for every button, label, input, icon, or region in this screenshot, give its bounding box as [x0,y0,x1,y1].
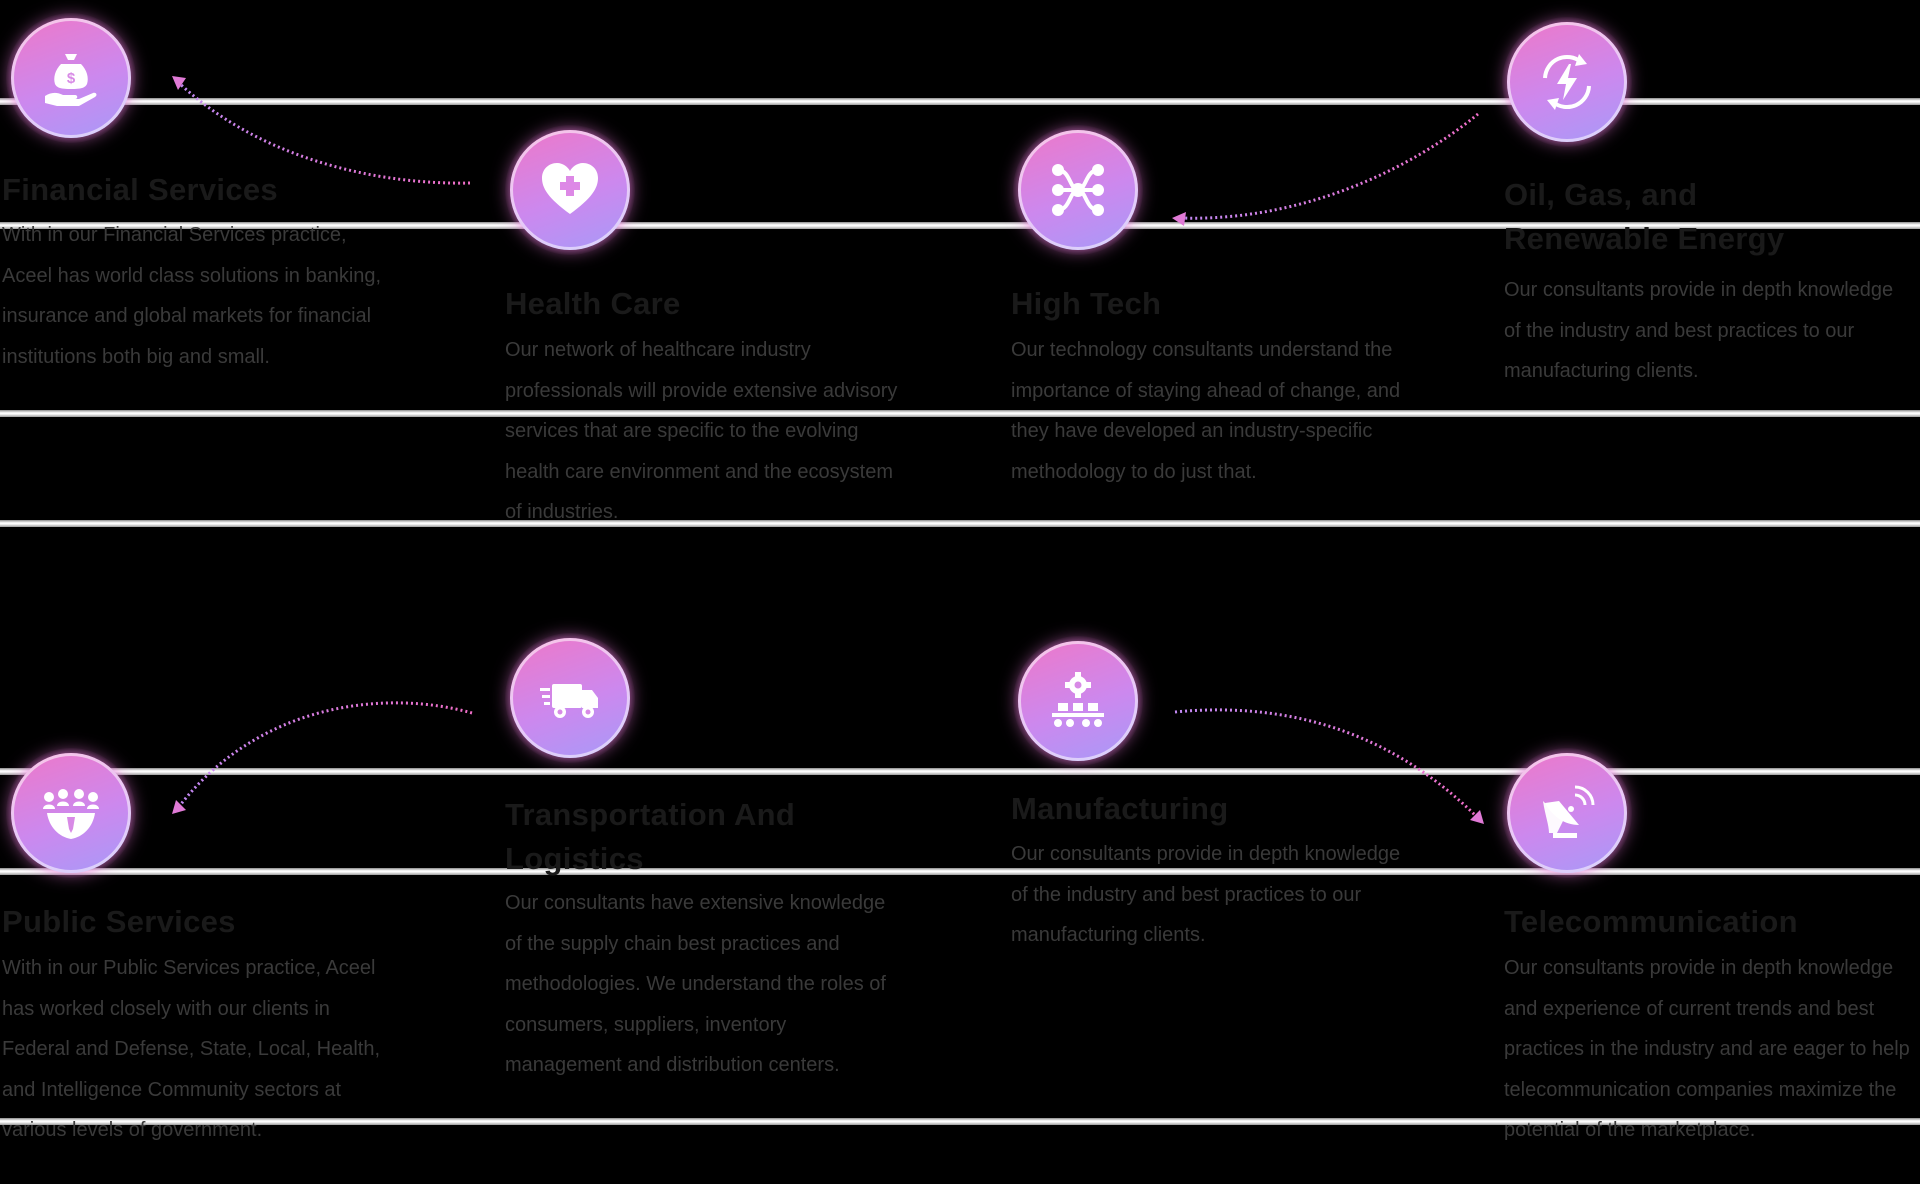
svg-text:$: $ [67,70,76,87]
arrow-oil-hightech [1179,112,1479,220]
network-nodes-icon [1052,164,1104,216]
row-divider [0,222,1920,229]
card-icon-financial: $ [6,13,136,143]
card-icon-energy [1502,17,1632,147]
row-divider [0,1118,1920,1125]
card-icon-hightech [1013,125,1143,255]
card-title: Oil, Gas, and Renewable Energy [1504,177,1785,256]
card-title: Health Care [505,286,681,321]
card-icon-transport [505,633,635,763]
card-title: Public Services [2,904,236,939]
money-bag-hand-icon: $ [45,54,97,106]
card-description: Our consultants provide in depth knowled… [1504,279,1894,382]
card-description: With in our Financial Services practice,… [2,224,382,368]
card-icon-health [505,125,635,255]
card-title: High Tech [1011,286,1162,321]
card-description: Our network of healthcare industry profe… [505,339,898,523]
arrow-transport-public [176,701,473,809]
card-icon-public [6,748,136,878]
heart-plus-icon [542,163,598,214]
row-divider [0,868,1920,875]
card-description: Our consultants provide in depth knowled… [1504,957,1910,1141]
arrowhead [172,800,186,814]
card-title: Financial Services [2,172,278,207]
delivery-truck-icon [540,684,598,718]
card-title: Telecommunication [1504,904,1798,939]
card-description: Our consultants provide in depth knowled… [1011,843,1401,946]
card-description: Our consultants have extensive knowledge… [505,892,886,1076]
card-description: Our technology consultants understand th… [1011,339,1401,483]
arrowhead [1470,810,1484,824]
row-divider [0,410,1920,417]
satellite-dish-icon [1543,785,1595,838]
card-icon-telecom [1502,748,1632,878]
row-divider [0,768,1920,775]
card-title: Transportation And Logistics [505,797,796,876]
card-icon-manufacturing [1013,636,1143,766]
row-divider [0,520,1920,527]
conveyor-gear-icon [1052,672,1104,727]
card-title: Manufacturing [1011,791,1229,826]
energy-cycle-icon [1543,54,1591,110]
arrowhead [172,76,186,90]
row-divider [0,98,1920,105]
people-group-icon [43,789,99,839]
card-description: With in our Public Services practice, Ac… [2,957,381,1141]
